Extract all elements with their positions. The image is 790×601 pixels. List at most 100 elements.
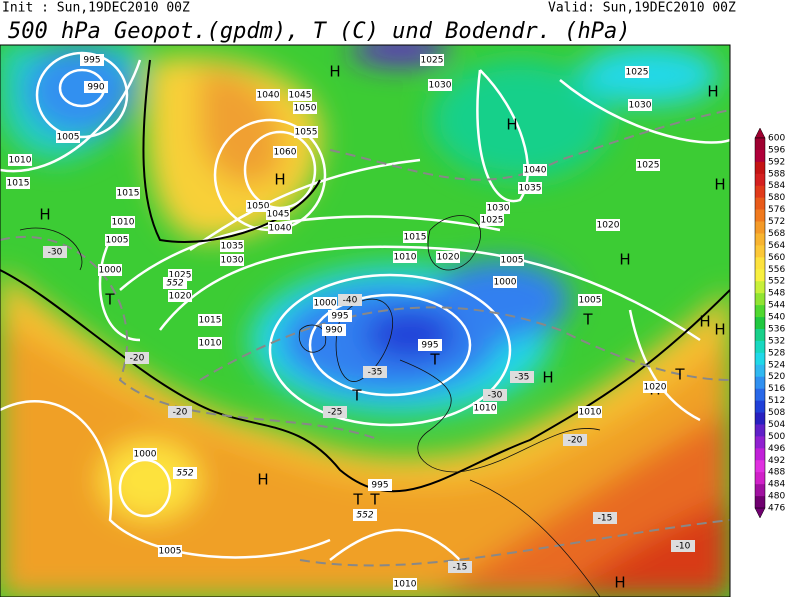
colorbar-segment [755,257,765,270]
colorbar-label: 548 [768,289,785,299]
isobar-label: 1020 [597,221,620,231]
label-box [268,222,292,234]
label-box [563,434,587,446]
isobar-label: 1050 [294,104,317,114]
pressure-center-label: H [542,369,553,387]
isobar-label: 1030 [487,204,510,214]
label-box [578,294,602,306]
pressure-center-label: H [707,83,718,101]
colorbar-segment [755,388,765,401]
label-box [473,402,497,414]
label-box [420,54,444,66]
label-box [403,231,427,243]
pressure-center-label: H [39,206,50,224]
colorbar-segment [755,496,765,509]
colorbar-segment [755,269,765,282]
isobar-label: 1010 [9,156,32,166]
isobar-label: 1020 [644,383,667,393]
label-box [6,177,30,189]
label-box [483,389,507,401]
label-box [322,324,346,336]
label-box [133,448,157,460]
label-box [125,352,149,364]
colorbar-label: 596 [768,145,785,155]
colorbar-segment [755,376,765,389]
isobar-label: 1025 [626,68,649,78]
isobar-label: 1015 [404,233,427,243]
isotherm-label: -35 [515,373,530,383]
colorbar-label: 532 [768,336,785,346]
colorbar-segment [755,281,765,294]
isobar-label: 552 [176,469,193,479]
label-box [671,540,695,552]
label-box [593,512,617,524]
isobar-label: 995 [371,481,388,491]
isobar-label: 1010 [112,218,135,228]
isobar-label: 1015 [7,179,30,189]
label-box [163,277,187,289]
label-box [256,89,280,101]
colorbar-segment [755,161,765,175]
isotherm-label: -15 [598,514,613,524]
label-box [288,89,312,101]
colorbar-label: 520 [768,372,785,382]
label-box [523,164,547,176]
colorbar-segment [755,197,765,210]
colorbar-label: 488 [768,468,785,478]
colorbar-label: 476 [768,504,785,514]
label-box [418,339,442,351]
label-box [116,187,140,199]
isobar-label: 990 [87,83,104,93]
colorbar-segment [755,328,765,342]
pressure-center-label: T [674,366,685,384]
label-box [105,234,129,246]
isotherm-label: -30 [488,391,503,401]
isobar-label: 1030 [429,81,452,91]
label-box [636,159,660,171]
isobar-label: 1050 [247,202,270,212]
isobar-label: 1035 [519,184,542,194]
coastlines [19,215,601,597]
colorbar-label: 572 [768,217,785,227]
isotherm-label: -15 [453,563,468,573]
colorbar-segment [755,317,765,330]
label-box [56,131,80,143]
isobar-label: 1000 [494,278,517,288]
label-box [480,214,504,226]
label-box [493,276,517,288]
isobar-label: 1005 [501,256,524,266]
label-box [328,310,352,322]
label-box [510,371,534,383]
isobar-label: 552 [166,279,183,289]
isotherm-label: -20 [173,408,188,418]
colorbar-segment [755,245,765,258]
colorbar-segment [755,472,765,485]
label-box [353,509,377,521]
isobar-label: 1025 [481,216,504,226]
colorbar-label: 496 [768,444,785,454]
colorbar-segment [755,424,765,437]
colorbar-label: 580 [768,193,785,203]
label-box [338,294,362,306]
label-box [393,251,417,263]
pressure-center-label: H [257,471,268,489]
colorbar-segment [755,412,765,425]
colorbar-label: 576 [768,205,785,215]
colorbar-segment [755,185,765,198]
label-box [98,264,122,276]
map-labels: 995 990 1005 1010 1015 H 1015 1010 1005 1000 1025 1… [6,54,726,592]
pressure-center-label: T [104,291,115,309]
label-box [294,126,318,138]
valid-text: Valid: Sun,19DEC2010 00Z [548,1,736,16]
colorbar-label: 560 [768,253,785,263]
colorbar-label: 528 [768,348,785,358]
pressure-center-label: H [614,574,625,592]
colorbar-segment [755,138,765,151]
label-box [625,66,649,78]
isobar-label: 1020 [169,292,192,302]
isobar-label: 1025 [169,271,192,281]
colorbar-label: 552 [768,277,785,287]
label-box [80,54,104,66]
label-box [246,200,270,212]
